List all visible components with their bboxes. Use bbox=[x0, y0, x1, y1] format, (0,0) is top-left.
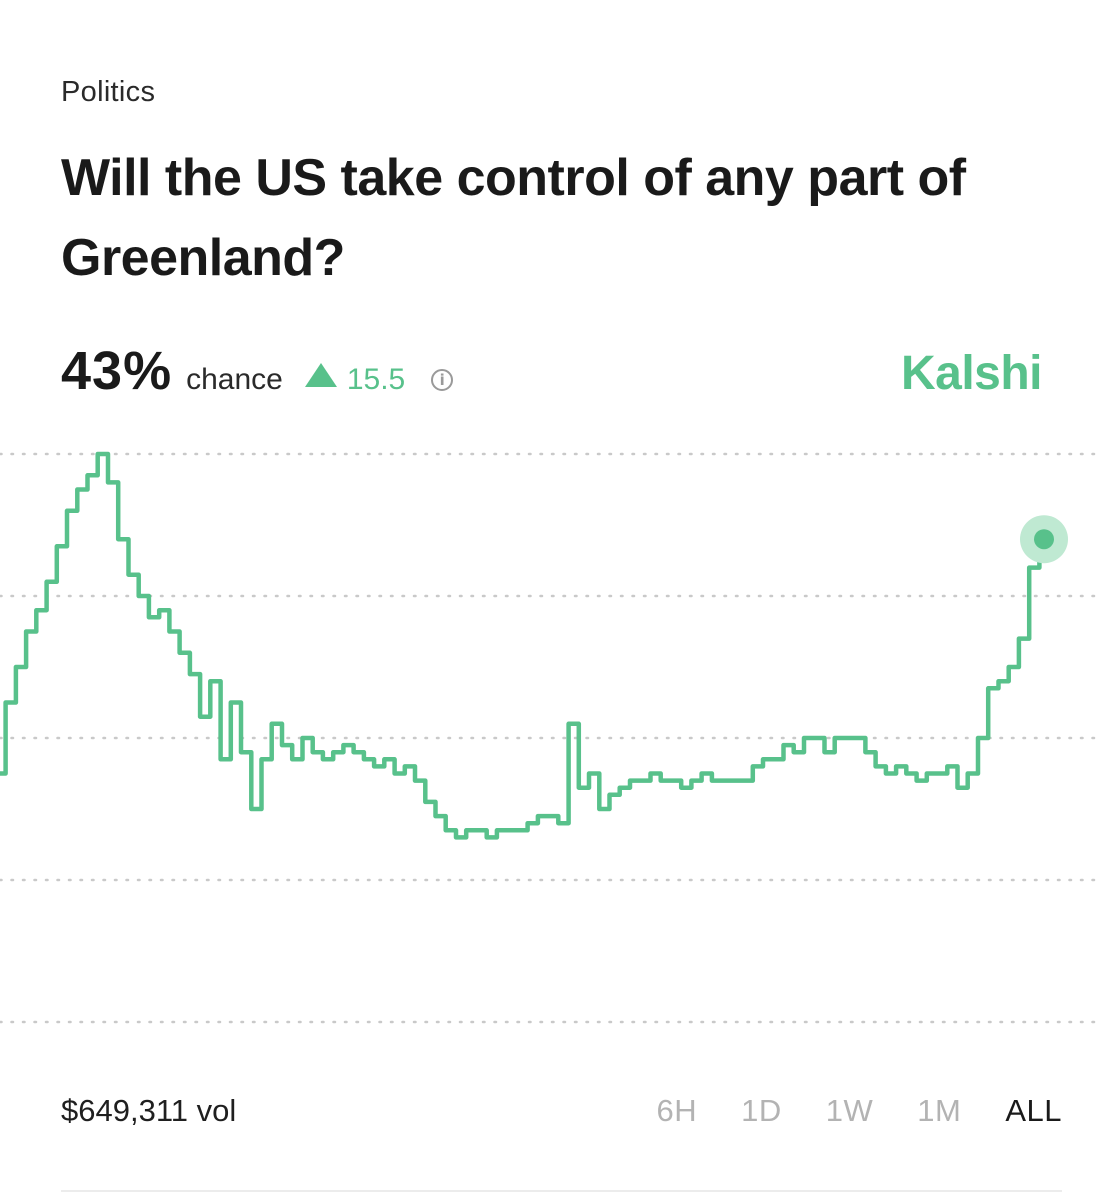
chance-label: chance bbox=[186, 363, 283, 396]
range-1m[interactable]: 1M bbox=[917, 1093, 962, 1128]
divider bbox=[61, 1190, 1062, 1192]
probability-chart[interactable] bbox=[0, 430, 1104, 1050]
info-circle-icon[interactable]: i bbox=[431, 369, 454, 391]
range-6h[interactable]: 6H bbox=[656, 1093, 698, 1128]
triangle-up-icon bbox=[304, 363, 337, 387]
probability-stats: 43% chance 15.5 i bbox=[61, 340, 454, 410]
brand-logo: Kalshi bbox=[900, 347, 1043, 400]
change-value: 15.5 bbox=[346, 363, 406, 396]
range-all[interactable]: ALL bbox=[1005, 1093, 1062, 1128]
current-value-dot[interactable] bbox=[1034, 529, 1054, 550]
category-label[interactable]: Politics bbox=[61, 76, 156, 108]
range-1w[interactable]: 1W bbox=[825, 1093, 874, 1128]
range-1d[interactable]: 1D bbox=[741, 1093, 782, 1128]
change-indicator: 15.5 bbox=[304, 363, 406, 397]
probability-percent: 43% bbox=[61, 341, 173, 401]
market-title: Will the US take control of any part of … bbox=[61, 149, 966, 287]
chart-gridlines bbox=[0, 452, 1104, 1024]
volume-label: $649,311 vol bbox=[61, 1093, 237, 1128]
series-line bbox=[0, 451, 1047, 840]
time-range-selector[interactable]: 6H 1D 1W 1M ALL bbox=[612, 1093, 1062, 1129]
